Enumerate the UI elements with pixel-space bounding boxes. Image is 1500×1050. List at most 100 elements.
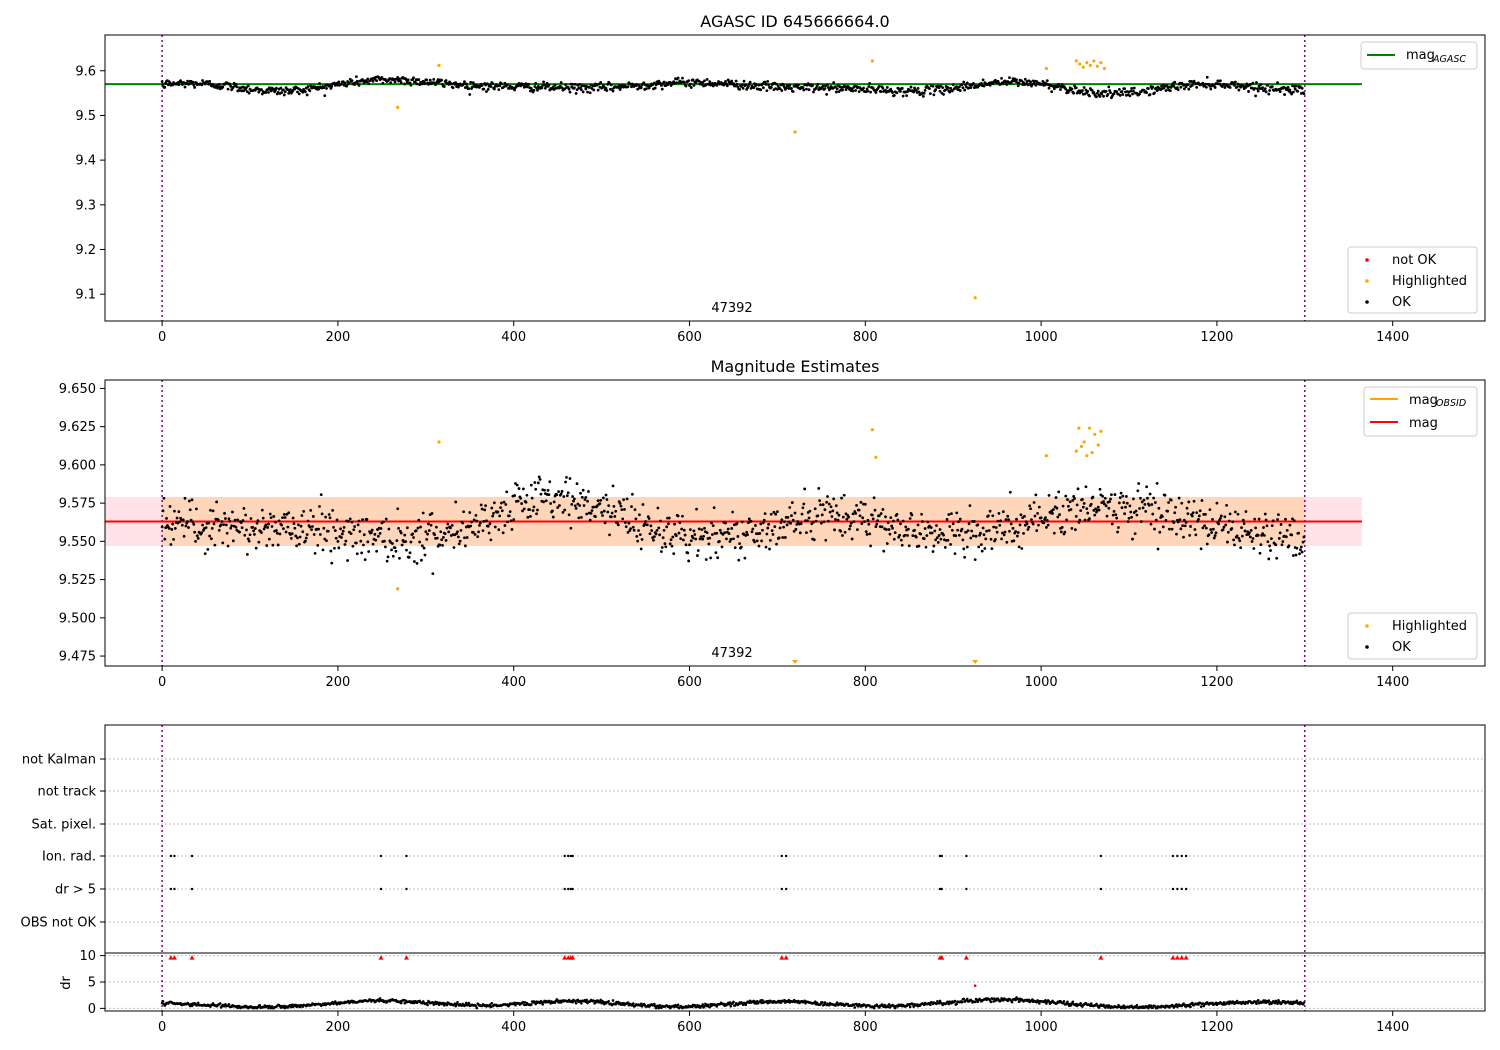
ok-point: [682, 528, 686, 532]
ok-point: [1299, 545, 1303, 549]
ok-point: [431, 572, 435, 576]
dr-offscale-marker: [562, 955, 568, 960]
ok-point: [1158, 530, 1162, 534]
ok-point: [1026, 528, 1030, 531]
ok-point: [567, 513, 571, 517]
ok-point: [979, 543, 983, 547]
flag-point: [379, 887, 383, 891]
ok-point: [1093, 513, 1097, 517]
ok-point: [580, 495, 584, 499]
ok-point: [1292, 519, 1296, 523]
ok-point: [483, 508, 487, 512]
dr-offscale-marker: [378, 955, 384, 960]
ok-point: [393, 546, 397, 550]
ok-point: [758, 532, 762, 535]
ok-point: [403, 533, 407, 537]
ok-point: [1251, 81, 1255, 85]
ok-point: [992, 525, 996, 529]
ok-point: [774, 512, 778, 516]
ok-point: [1201, 526, 1205, 530]
ok-point: [430, 512, 434, 515]
ok-point: [551, 509, 554, 513]
ok-point: [1085, 507, 1089, 511]
dr-point: [701, 1003, 705, 1006]
dr-offscale-marker: [168, 955, 174, 960]
ok-point: [333, 81, 336, 85]
ok-point: [1225, 503, 1228, 507]
ok-point: [981, 78, 985, 82]
ok-point: [851, 89, 855, 93]
ok-point: [558, 504, 561, 507]
ok-point: [730, 527, 734, 530]
ok-point: [469, 80, 473, 84]
dr-offscale-marker: [171, 955, 177, 960]
ok-point: [1199, 547, 1203, 551]
ok-point: [893, 531, 897, 534]
ok-point: [613, 515, 617, 518]
ok-point: [936, 541, 940, 544]
ok-point: [611, 89, 615, 93]
ok-point: [383, 539, 386, 543]
ok-point: [987, 529, 991, 532]
ok-point: [1164, 89, 1168, 92]
ok-point: [928, 87, 931, 90]
ok-point: [1218, 82, 1221, 86]
ok-point: [811, 84, 814, 87]
ok-point: [892, 94, 896, 97]
ok-point: [958, 89, 962, 92]
ok-point: [1184, 521, 1188, 524]
legend-mag-agasc-subscript: AGASC: [1432, 54, 1466, 65]
ok-point: [343, 543, 347, 546]
ok-point: [808, 509, 812, 513]
ok-point: [274, 520, 277, 524]
ok-point: [601, 496, 605, 500]
x-tick-label: 1000: [1025, 1020, 1058, 1035]
ok-point: [1008, 76, 1011, 79]
ok-point: [243, 533, 247, 537]
ok-point: [366, 77, 370, 81]
ok-point: [1034, 493, 1038, 497]
ok-point: [284, 530, 288, 534]
ok-point: [186, 79, 190, 83]
ok-point: [161, 83, 165, 86]
ok-point: [1285, 528, 1289, 532]
dr-point: [883, 1003, 886, 1007]
ok-point: [985, 529, 989, 533]
ok-point: [1210, 531, 1214, 534]
ok-point: [736, 535, 740, 538]
ok-point: [1255, 81, 1258, 84]
ok-point: [266, 88, 270, 91]
ok-point: [950, 89, 954, 93]
ok-point: [489, 538, 493, 542]
ok-point: [761, 528, 764, 532]
ok-point: [234, 83, 238, 86]
ok-point: [599, 499, 603, 502]
ok-point: [445, 526, 449, 530]
ok-point: [1082, 86, 1086, 89]
ok-point: [357, 519, 361, 523]
ok-point: [1168, 89, 1172, 92]
ok-point: [393, 80, 397, 84]
ok-point: [482, 519, 486, 523]
ok-point: [642, 81, 646, 85]
ok-point: [373, 532, 377, 536]
ok-point: [1276, 81, 1279, 85]
ok-point: [479, 503, 483, 507]
ok-point: [571, 495, 575, 498]
ok-point: [245, 86, 248, 89]
ok-point: [1187, 87, 1191, 91]
ok-point: [939, 537, 943, 541]
ok-point: [415, 82, 419, 86]
ok-point: [862, 86, 865, 90]
ok-point: [828, 510, 832, 514]
ok-point: [942, 93, 945, 96]
ok-point: [369, 531, 373, 535]
ok-point: [173, 526, 177, 530]
ok-point: [967, 522, 971, 526]
ok-point: [408, 81, 412, 85]
ok-point: [710, 521, 713, 525]
ok-point: [1219, 79, 1222, 83]
ok-point: [691, 536, 695, 540]
x-tick-label: 1000: [1025, 330, 1058, 345]
ok-point: [1117, 501, 1121, 505]
